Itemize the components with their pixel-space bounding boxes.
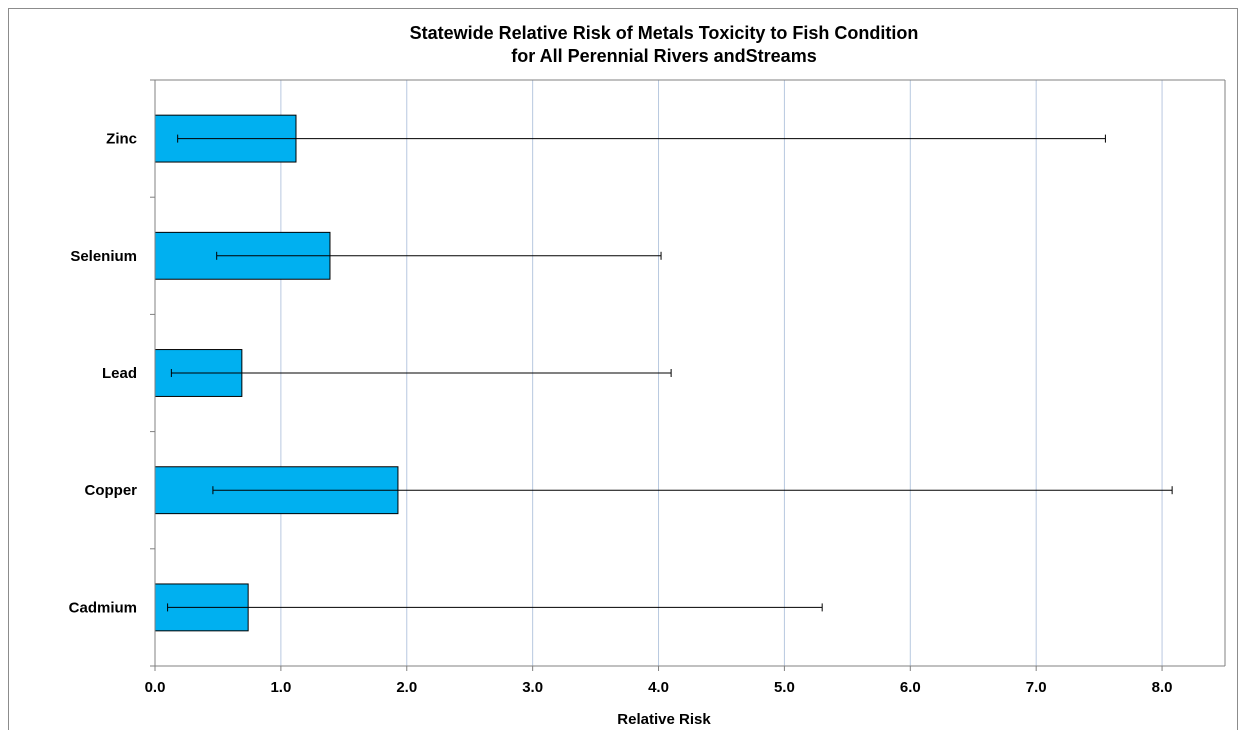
category-label-lead: Lead [102,365,137,382]
chart-title-line-1: Statewide Relative Risk of Metals Toxici… [410,23,919,43]
x-tick-label: 4.0 [648,679,669,696]
x-tick-label: 2.0 [396,679,417,696]
chart-title-line-2: for All Perennial Rivers andStreams [511,46,816,66]
x-tick-label: 7.0 [1026,679,1047,696]
axes [150,79,1226,671]
category-label-zinc: Zinc [106,131,137,148]
x-tick-label: 3.0 [522,679,543,696]
category-label-cadmium: Cadmium [69,599,137,616]
x-tick-label: 8.0 [1152,679,1173,696]
labels: 0.0 1.0 2.0 3.0 4.0 5.0 6.0 7.0 8.0 Cadmium Copper… [69,131,1173,696]
x-axis-title: Relative Risk [617,711,711,728]
x-tick-label: 0.0 [145,679,166,696]
bars [154,114,1173,632]
x-tick-label: 6.0 [900,679,921,696]
category-label-selenium: Selenium [70,248,137,265]
x-tick-label: 1.0 [270,679,291,696]
x-tick-label: 5.0 [774,679,795,696]
chart-frame [8,8,1238,730]
category-label-copper: Copper [85,482,138,499]
